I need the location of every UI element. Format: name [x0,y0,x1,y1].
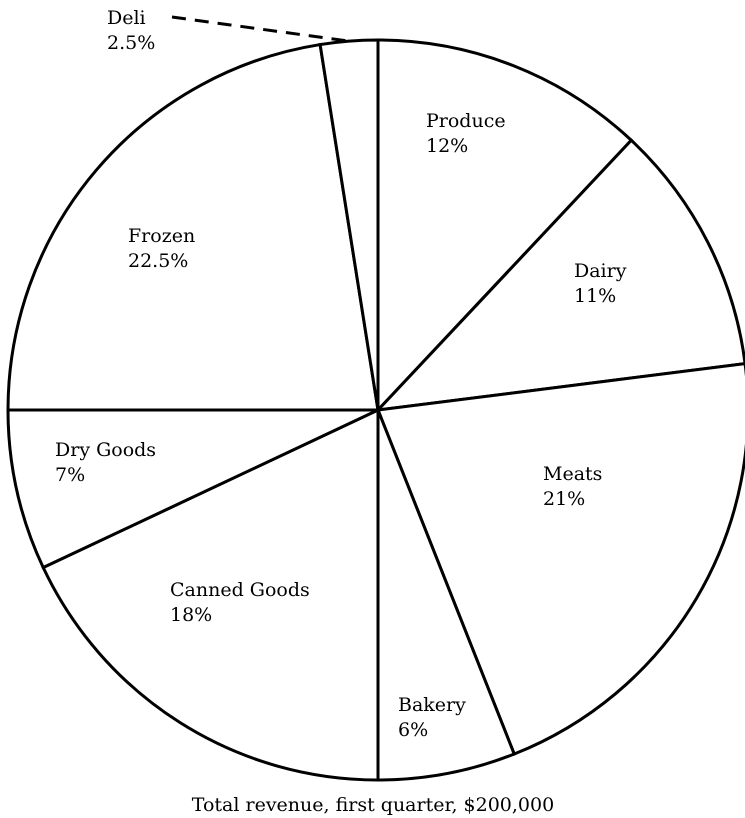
pie-slice-deli [318,38,380,411]
slice-name-label: Dry Goods [55,439,156,461]
slice-value-label: 22.5% [128,250,188,272]
slice-name-label: Deli [107,7,146,29]
pie-slice-canned-goods [41,407,380,782]
slice-value-label: 18% [170,604,212,626]
slice-name-label: Frozen [128,225,195,247]
slice-name-label: Bakery [398,694,466,716]
pie-slices [6,38,745,782]
slice-value-label: 12% [426,135,468,157]
slice-name-label: Produce [426,110,506,132]
pie-slice-produce [376,38,634,414]
pie-slice-meats [375,362,745,756]
slice-name-label: Dairy [574,260,627,282]
pie-slice-dry-goods [6,408,379,570]
pie-labels: Produce 12% Dairy 11% Meats 21% Bakery 6% Canned… [55,7,627,741]
pie-slice-dairy [374,138,745,413]
pie-slice-frozen [6,42,380,412]
slice-value-label: 7% [55,464,85,486]
slice-value-label: 21% [543,488,585,510]
slice-value-label: 6% [398,719,428,741]
slice-value-label: 2.5% [107,32,155,54]
deli-leader-line [171,15,350,43]
slice-name-label: Meats [543,463,602,485]
pie-slice-bakery [376,409,517,782]
slice-value-label: 11% [574,285,616,307]
slice-name-label: Canned Goods [170,579,310,601]
chart-caption: Total revenue, first quarter, $200,000 [192,794,554,816]
